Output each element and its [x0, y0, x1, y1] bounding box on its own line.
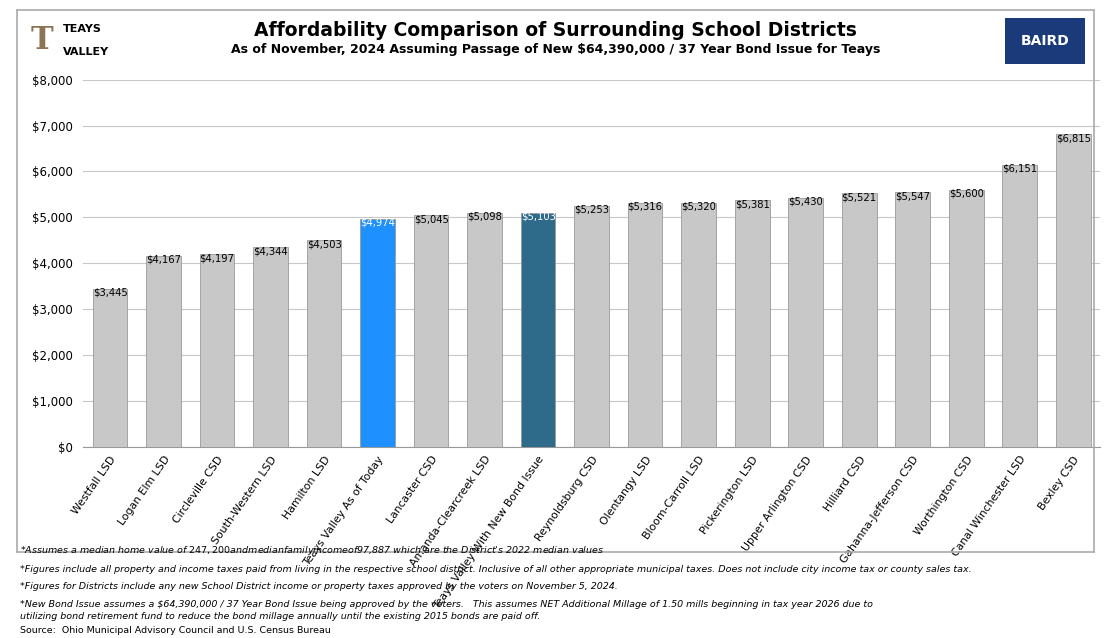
Text: *Figures for Districts include any new School District income or property taxes : *Figures for Districts include any new S…	[20, 582, 618, 591]
Bar	[413, 215, 449, 447]
Text: TEAYS: TEAYS	[62, 24, 101, 34]
Text: *New Bond Issue assumes a $64,390,000 / 37 Year Bond Issue being approved by the: *New Bond Issue assumes a $64,390,000 / …	[20, 600, 873, 609]
Bar	[628, 203, 662, 447]
Text: T: T	[31, 26, 53, 56]
Text: $4,167: $4,167	[146, 255, 181, 265]
Text: BAIRD: BAIRD	[1021, 34, 1070, 48]
Text: $5,253: $5,253	[574, 205, 609, 215]
Text: $4,503: $4,503	[307, 239, 341, 249]
Text: $5,103: $5,103	[521, 212, 556, 222]
Bar	[147, 255, 181, 447]
Bar	[788, 198, 823, 447]
Text: $4,197: $4,197	[200, 253, 234, 263]
Bar	[200, 254, 234, 447]
Text: $5,045: $5,045	[413, 214, 449, 225]
Bar	[360, 218, 396, 447]
Text: $4,974: $4,974	[360, 218, 396, 228]
Text: $6,151: $6,151	[1002, 164, 1038, 174]
Text: $5,381: $5,381	[734, 199, 770, 209]
Text: VALLEY: VALLEY	[62, 47, 109, 57]
Bar	[681, 203, 715, 447]
Text: As of November, 2024 Assuming Passage of New $64,390,000 / 37 Year Bond Issue fo: As of November, 2024 Assuming Passage of…	[231, 43, 880, 56]
Bar	[307, 240, 341, 447]
Text: Source:  Ohio Municipal Advisory Council and U.S. Census Bureau: Source: Ohio Municipal Advisory Council …	[20, 627, 331, 635]
Bar	[949, 190, 983, 447]
Bar	[253, 248, 288, 447]
Bar	[468, 213, 502, 447]
Text: $4,344: $4,344	[253, 246, 288, 256]
Text: $5,316: $5,316	[628, 202, 662, 212]
Text: *Figures include all property and income taxes paid from living in the respectiv: *Figures include all property and income…	[20, 565, 972, 574]
Bar	[574, 205, 609, 447]
Text: *Assumes a median home value of $247,200 and median family income of $97,887 whi: *Assumes a median home value of $247,200…	[20, 544, 604, 557]
Text: $6,815: $6,815	[1055, 133, 1091, 144]
Text: $5,320: $5,320	[681, 202, 717, 212]
Text: $3,445: $3,445	[92, 288, 128, 298]
Bar	[842, 193, 877, 447]
Bar	[1055, 134, 1091, 447]
Text: Affordability Comparison of Surrounding School Districts: Affordability Comparison of Surrounding …	[254, 21, 857, 40]
Text: $5,098: $5,098	[467, 212, 502, 222]
Text: utilizing bond retirement fund to reduce the bond millage annually until the exi: utilizing bond retirement fund to reduce…	[20, 612, 540, 621]
Text: $5,600: $5,600	[949, 189, 983, 199]
Text: $5,521: $5,521	[841, 193, 877, 203]
Text: $5,430: $5,430	[788, 197, 823, 207]
Bar	[92, 288, 128, 447]
Text: $5,547: $5,547	[895, 191, 930, 202]
Bar	[1002, 165, 1037, 447]
Bar	[521, 212, 556, 447]
Bar	[734, 200, 770, 447]
Bar	[895, 192, 930, 447]
